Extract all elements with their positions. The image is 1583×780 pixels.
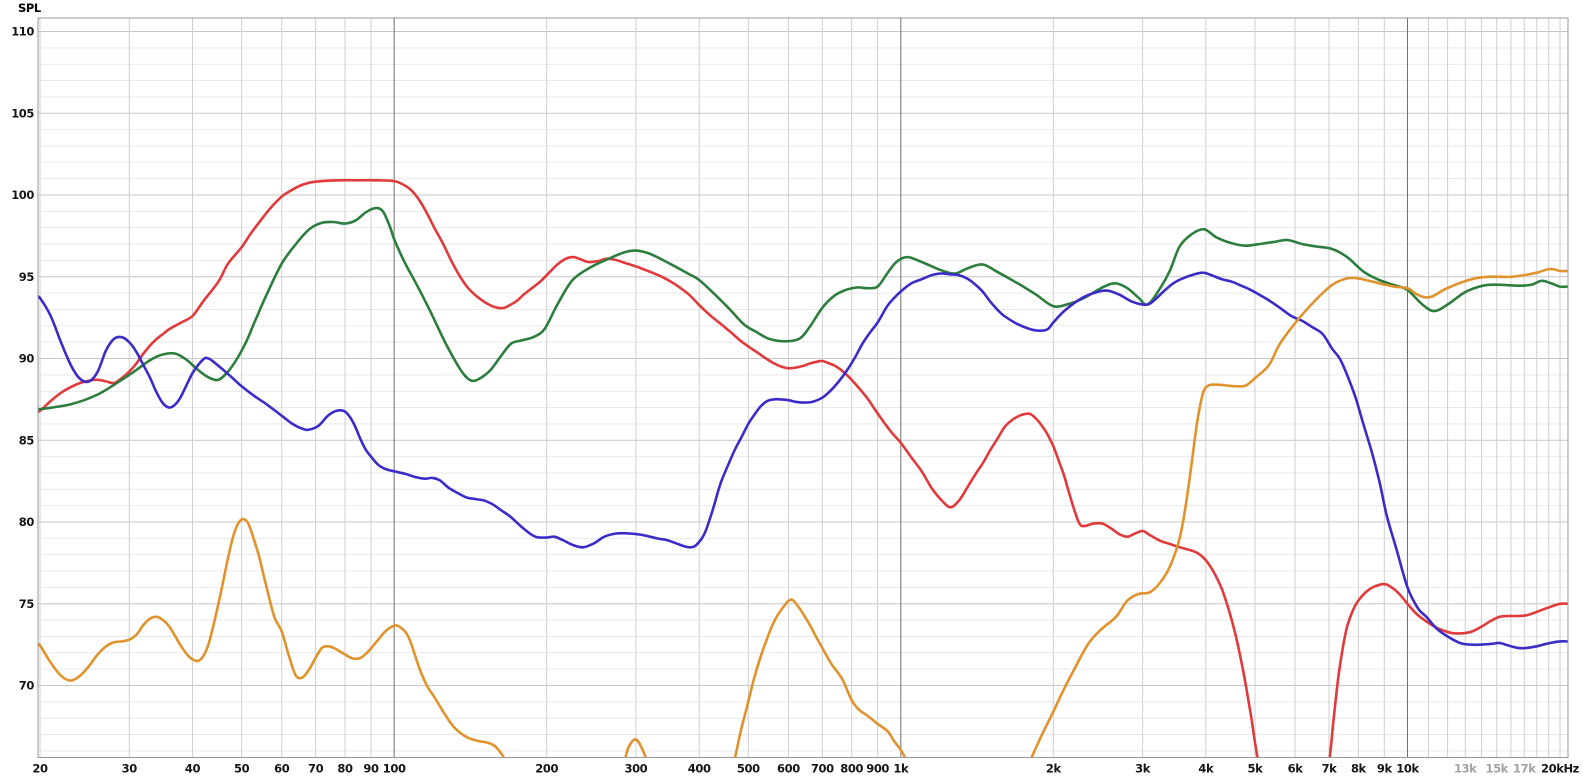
y-tick-label: 95	[19, 270, 35, 284]
series-layer	[38, 178, 1568, 758]
x-tick-label: 80	[337, 762, 353, 776]
y-tick-label: 105	[11, 106, 34, 120]
x-tick-label: 40	[185, 762, 201, 776]
x-tick-label: 60	[274, 762, 290, 776]
x-tick-label-muted: 13k	[1454, 762, 1477, 776]
x-tick-label: 10k	[1396, 762, 1419, 776]
series-line-orange	[38, 267, 1568, 758]
x-tick-label: 8k	[1351, 762, 1367, 776]
x-tick-label: 3k	[1135, 762, 1151, 776]
x-tick-label: 600	[777, 762, 800, 776]
x-tick-label: 30	[122, 762, 138, 776]
plot-border-layer	[37, 17, 1569, 758]
grid-layer	[38, 18, 1568, 758]
y-tick-label: 90	[19, 352, 35, 366]
x-tick-label: 400	[688, 762, 711, 776]
x-tick-label: 700	[811, 762, 834, 776]
x-tick-label: 20kHz	[1541, 762, 1580, 776]
x-tick-label: 50	[234, 762, 250, 776]
series-line-green	[38, 206, 1568, 411]
y-tick-label: 100	[11, 188, 34, 202]
x-tick-label: 100	[383, 762, 406, 776]
y-tick-label: 85	[19, 433, 35, 447]
y-tick-label: 70	[19, 679, 35, 693]
y-tick-label: 110	[11, 25, 34, 39]
y-tick-label: 75	[19, 597, 35, 611]
x-tick-label: 70	[308, 762, 324, 776]
x-tick-label-muted: 17k	[1513, 762, 1536, 776]
series-line-blue	[38, 271, 1568, 650]
x-tick-label: 90	[363, 762, 379, 776]
x-tick-label: 6k	[1288, 762, 1304, 776]
x-tick-label: 1k	[893, 762, 909, 776]
axis-labels-layer: 110 105 100 95 90 85 80 75 70 20 30 40 50 60 70 80 90 100…	[11, 25, 1580, 776]
x-tick-label: 900	[866, 762, 889, 776]
x-tick-label: 7k	[1322, 762, 1338, 776]
x-tick-label: 500	[737, 762, 760, 776]
x-tick-label: 200	[535, 762, 558, 776]
x-tick-label: 20	[32, 762, 48, 776]
x-tick-label: 9k	[1377, 762, 1393, 776]
x-tick-label: 800	[840, 762, 863, 776]
series-line-red	[38, 178, 1568, 758]
y-axis-title: SPL	[18, 1, 42, 15]
x-tick-label: 300	[624, 762, 647, 776]
x-tick-label: 4k	[1198, 762, 1214, 776]
plot-border	[37, 17, 1569, 758]
x-tick-label: 5k	[1248, 762, 1264, 776]
x-tick-label-muted: 15k	[1485, 762, 1508, 776]
y-tick-label: 80	[19, 515, 35, 529]
x-tick-label: 2k	[1046, 762, 1062, 776]
